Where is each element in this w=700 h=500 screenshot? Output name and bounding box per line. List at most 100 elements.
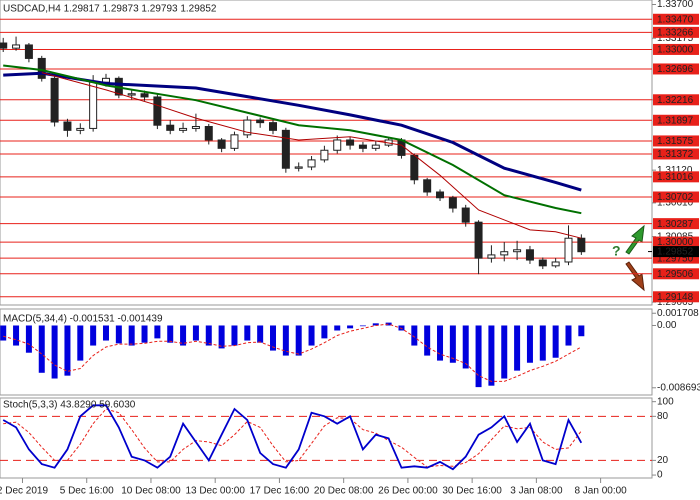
candle-body	[294, 166, 303, 169]
level-label-box	[653, 236, 699, 248]
candle-body	[500, 251, 509, 256]
moving-average	[3, 64, 582, 215]
macd-bar	[167, 325, 174, 343]
stoch-main	[2, 404, 583, 471]
level-label: 1.32696	[657, 64, 694, 75]
level-label-box	[653, 252, 699, 264]
x-tick-label: 3 Jan 08:00	[510, 486, 563, 497]
macd-bar	[64, 325, 71, 376]
macd-bar	[385, 322, 392, 326]
x-tick-label: 10 Dec 08:00	[121, 486, 181, 497]
candle-body	[371, 144, 380, 149]
y-tick-label: 1.30610	[657, 198, 694, 209]
macd-bar	[347, 325, 354, 329]
candle-body	[436, 191, 445, 199]
y-tick-label: 1.31120	[657, 165, 693, 176]
macd-signal	[3, 323, 582, 382]
level-label: 1.31372	[657, 149, 694, 160]
candle-body	[487, 254, 496, 259]
down-arrow	[625, 261, 645, 292]
level-label: 1.33470	[657, 14, 694, 25]
level-label: 1.32216	[657, 95, 694, 106]
macd-bar	[359, 325, 366, 327]
candle-body	[63, 121, 72, 131]
candle-body	[217, 139, 226, 149]
macd-bar	[90, 325, 97, 346]
candle-body	[153, 96, 162, 126]
x-tick-label: 17 Dec 16:00	[250, 486, 310, 497]
level-label-box	[653, 191, 699, 203]
y-tick-label: 20	[657, 455, 669, 466]
level-label: 1.33000	[657, 45, 694, 56]
level-label: 1.31016	[657, 172, 694, 183]
macd-bar	[13, 325, 20, 346]
macd-bar	[372, 323, 379, 326]
stoch-title: Stoch(5,3,3) 43.8290 59.6030	[3, 400, 136, 411]
macd-bar	[128, 325, 135, 346]
macd-bar	[218, 325, 225, 349]
last-price-box	[653, 246, 699, 258]
level-label-box	[653, 63, 699, 75]
macd-bar	[192, 325, 199, 341]
macd-bar	[180, 325, 187, 346]
y-tick-label: 80	[657, 411, 669, 422]
candle-body	[0, 42, 8, 49]
macd-bar	[449, 325, 456, 363]
candle-body	[12, 44, 21, 49]
level-label: 1.30287	[657, 219, 694, 230]
macd-bar	[308, 325, 315, 346]
level-label: 1.31897	[657, 115, 694, 126]
candle-body	[577, 237, 586, 253]
candle-body	[346, 139, 355, 146]
candle-body	[243, 119, 252, 136]
macd-bar	[321, 325, 328, 339]
signal-arrows	[625, 224, 645, 292]
x-tick-label: 8 Jan 00:00	[574, 486, 627, 497]
macd-bar	[282, 325, 289, 356]
macd-title: MACD(5,34,4) -0.001531 -0.001439	[3, 314, 163, 325]
macd-bar	[231, 325, 238, 346]
level-label: 1.30702	[657, 192, 694, 203]
macd-bar	[565, 325, 572, 346]
candle-body	[269, 122, 278, 131]
y-tick-label: -0.008693	[657, 382, 700, 393]
macd-bar	[141, 325, 148, 343]
macd-bar	[501, 325, 508, 379]
macd-bar	[295, 325, 302, 356]
candle-body	[333, 139, 342, 151]
candle-body	[89, 81, 98, 129]
level-label-box	[653, 218, 699, 230]
candle-body	[474, 221, 483, 259]
candle-body	[50, 77, 59, 123]
macd-bar	[424, 325, 431, 356]
level-label-box	[653, 135, 699, 147]
macd-bar	[475, 325, 482, 388]
candle-body	[37, 57, 46, 79]
stoch-signal	[3, 408, 582, 468]
macd-bar	[102, 325, 109, 341]
candle-body	[191, 125, 200, 129]
candle-body	[281, 129, 290, 169]
level-label: 1.29148	[657, 292, 694, 303]
level-label-box	[653, 43, 699, 55]
macd-bar	[257, 325, 264, 343]
macd-bar	[488, 325, 495, 386]
macd-bar	[578, 325, 585, 337]
level-label-box	[653, 171, 699, 183]
annotation: ?	[612, 243, 621, 259]
candle-body	[179, 127, 188, 131]
x-tick-label: 30 Dec 16:00	[442, 486, 502, 497]
macd-bar	[270, 325, 277, 351]
macd-bar	[115, 325, 122, 344]
candle-body	[307, 159, 316, 168]
y-tick-label: 100	[657, 396, 674, 407]
candle-body	[410, 154, 419, 181]
level-label-box	[653, 148, 699, 160]
x-tick-label: 26 Dec 00:00	[378, 486, 438, 497]
candle-body	[538, 259, 547, 267]
level-label: 1.29506	[657, 269, 694, 280]
candle-body	[230, 134, 239, 149]
x-tick-label: 13 Dec 00:00	[185, 486, 245, 497]
